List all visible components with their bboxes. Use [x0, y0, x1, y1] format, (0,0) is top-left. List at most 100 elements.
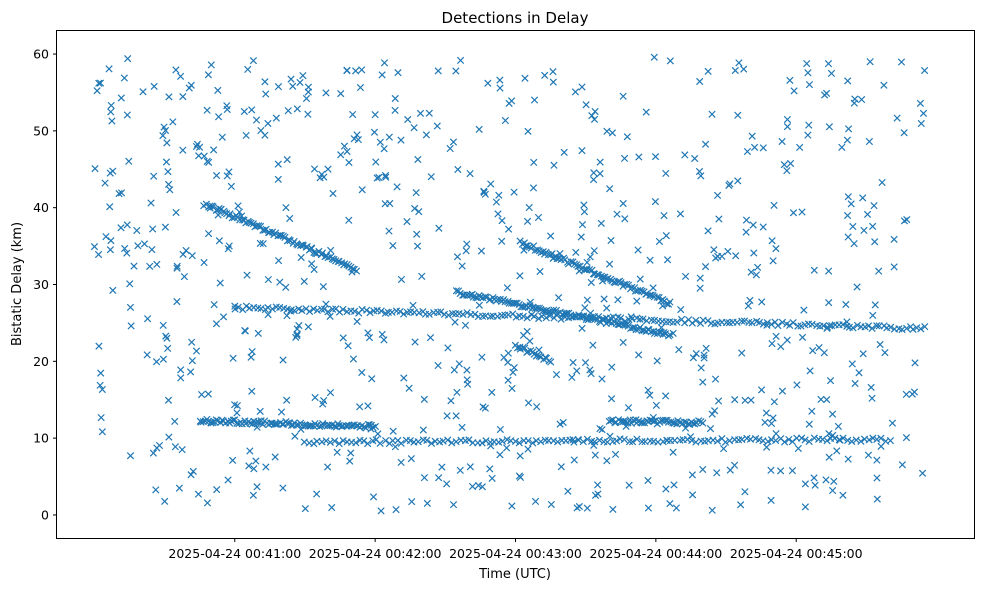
data-point [594, 313, 603, 321]
data-point [857, 95, 866, 104]
data-point [658, 302, 667, 310]
data-point [620, 435, 628, 444]
data-point [902, 434, 911, 442]
data-point [757, 386, 766, 394]
data-point [741, 488, 749, 496]
data-point [253, 483, 261, 491]
data-point [881, 349, 889, 357]
data-point [622, 422, 630, 430]
data-point [652, 401, 661, 409]
data-point [420, 395, 428, 403]
data-point [726, 466, 734, 474]
data-point [458, 262, 466, 270]
data-point [776, 467, 785, 475]
data-point [886, 437, 895, 445]
data-point [498, 437, 507, 445]
data-point [368, 375, 376, 383]
data-point [823, 437, 831, 445]
data-point [516, 452, 524, 460]
data-point [159, 355, 168, 363]
data-point [484, 79, 492, 87]
data-point [179, 146, 187, 154]
data-point [329, 189, 337, 198]
data-point [378, 71, 386, 79]
data-point [339, 436, 347, 445]
data-point [301, 505, 309, 513]
data-point [337, 90, 345, 98]
data-point [91, 164, 99, 173]
data-point [481, 404, 489, 412]
data-point [536, 267, 544, 276]
data-point [758, 298, 766, 306]
data-point [649, 284, 657, 292]
data-point [560, 148, 568, 157]
data-point [669, 419, 677, 427]
data-point [909, 325, 917, 333]
data-point [307, 421, 315, 429]
data-point [798, 208, 806, 216]
data-point [203, 106, 211, 114]
data-point [747, 268, 755, 276]
data-point [822, 476, 830, 484]
y-tick-label: 40 [33, 200, 49, 215]
data-point [197, 418, 205, 426]
data-point [570, 438, 578, 446]
data-point [734, 111, 742, 119]
data-point [341, 260, 349, 268]
data-point [172, 208, 180, 217]
data-point [893, 114, 901, 122]
data-point [344, 342, 352, 350]
data-point [666, 57, 674, 65]
data-point [471, 310, 479, 318]
data-point [304, 88, 312, 96]
data-point [423, 436, 431, 444]
data-point [695, 417, 703, 425]
data-point [115, 190, 123, 198]
data-point [851, 379, 859, 388]
data-point [711, 407, 719, 415]
data-point [237, 212, 246, 220]
data-point [310, 265, 318, 274]
data-point [578, 324, 586, 333]
data-point [385, 133, 393, 141]
data-point [607, 416, 615, 425]
data-point [772, 430, 780, 438]
data-point [225, 242, 233, 250]
data-point [688, 319, 696, 327]
data-point [425, 109, 433, 117]
data-point [594, 490, 602, 498]
data-point [696, 274, 704, 282]
data-point [97, 413, 105, 422]
data-point [349, 110, 357, 119]
data-point [143, 315, 152, 323]
data-point [754, 263, 762, 272]
data-point [804, 69, 812, 77]
data-point [396, 307, 404, 316]
data-point [866, 58, 874, 66]
data-point [496, 451, 504, 459]
data-point [849, 324, 857, 332]
data-point [503, 284, 512, 292]
data-point [437, 308, 445, 316]
data-point [873, 435, 881, 444]
data-point [867, 383, 875, 392]
data-point [93, 87, 101, 95]
data-point [311, 393, 319, 402]
data-point [673, 318, 681, 326]
data-point [666, 298, 674, 306]
data-point [903, 324, 911, 333]
data-point [496, 84, 504, 92]
data-point [171, 443, 179, 451]
data-point [778, 137, 786, 146]
data-point [256, 239, 264, 248]
data-point [650, 53, 658, 61]
data-point [843, 211, 852, 220]
data-point [708, 110, 716, 118]
data-point [176, 72, 185, 80]
data-point [223, 102, 231, 110]
data-point [603, 457, 611, 465]
data-point [466, 169, 474, 178]
data-point [827, 69, 836, 78]
data-point [286, 214, 294, 223]
data-point [418, 272, 426, 280]
